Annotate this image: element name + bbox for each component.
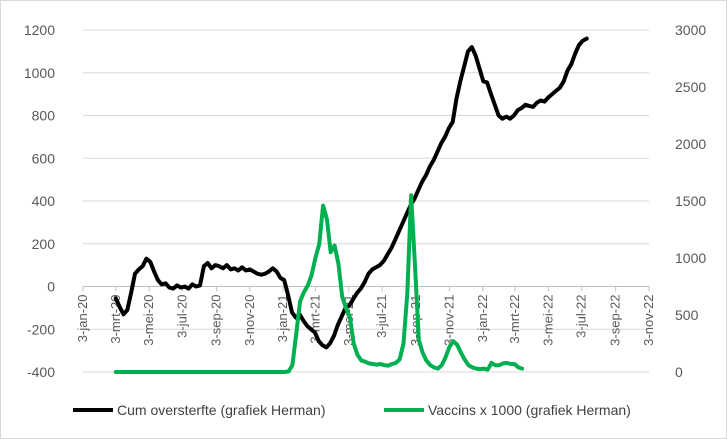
x-tick-label: 3-mrt-22 [507, 295, 522, 344]
y-left-tick-label: -400 [27, 364, 55, 380]
x-tick-label: 3-mei-22 [540, 295, 555, 346]
y-left-tick-label: 400 [32, 193, 56, 209]
x-tick-label: 3-nov-22 [641, 295, 656, 346]
y-right-tick-label: 2500 [675, 79, 706, 95]
y-right-tick-label: 2000 [675, 136, 706, 152]
legend-label: Cum oversterfte (grafiek Herman) [117, 402, 326, 418]
x-tick-label: 3-jul-20 [175, 295, 190, 338]
legend-label: Vaccins x 1000 (grafiek Herman) [428, 402, 631, 418]
x-tick-label: 3-nov-20 [242, 295, 257, 346]
y-right-tick-label: 0 [675, 364, 683, 380]
x-tick-label: 3-nov-21 [441, 295, 456, 346]
x-tick-label: 3-jul-22 [574, 295, 589, 338]
y-right-tick-label: 1000 [675, 250, 706, 266]
y-right-tick-label: 3000 [675, 22, 706, 38]
x-tick-label: 3-mei-20 [141, 295, 156, 346]
x-tick-label: 3-jan-20 [75, 295, 90, 343]
y-right-tick-label: 1500 [675, 193, 706, 209]
y-left-tick-label: 200 [32, 236, 56, 252]
x-tick-label: 3-jul-21 [374, 295, 389, 338]
y-left-tick-label: 0 [47, 279, 55, 295]
y-right-tick-label: 500 [675, 307, 699, 323]
x-tick-label: 3-jan-22 [475, 295, 490, 343]
series-line-vaccins [113, 193, 525, 374]
y-left-tick-label: -200 [27, 321, 55, 337]
x-tick-label: 3-sep-20 [208, 295, 223, 346]
y-left-tick-label: 1000 [24, 65, 55, 81]
x-tick-label: 3-sep-22 [608, 295, 623, 346]
y-left-tick-label: 600 [32, 150, 56, 166]
y-left-tick-label: 800 [32, 108, 56, 124]
series-line-cum-oversterfte [113, 36, 589, 350]
series-lines [113, 36, 589, 374]
x-tick-label: 3-jan-21 [275, 295, 290, 343]
axes: -400 -200 0 200 400 600 800 1000 1200 0 500 1000 150… [24, 22, 707, 380]
legend: Cum oversterfte (grafiek Herman) Vaccins … [73, 402, 631, 418]
y-left-tick-label: 1200 [24, 22, 55, 38]
